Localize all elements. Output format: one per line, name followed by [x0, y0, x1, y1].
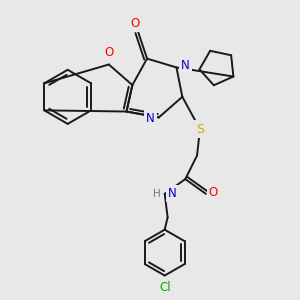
Text: N: N — [181, 59, 190, 73]
Text: H: H — [153, 189, 161, 199]
Text: Cl: Cl — [159, 281, 170, 294]
Text: N: N — [146, 112, 154, 125]
Text: O: O — [131, 17, 140, 30]
Text: N: N — [168, 187, 177, 200]
Text: S: S — [196, 123, 204, 136]
Text: O: O — [209, 186, 218, 199]
Text: O: O — [104, 46, 113, 59]
